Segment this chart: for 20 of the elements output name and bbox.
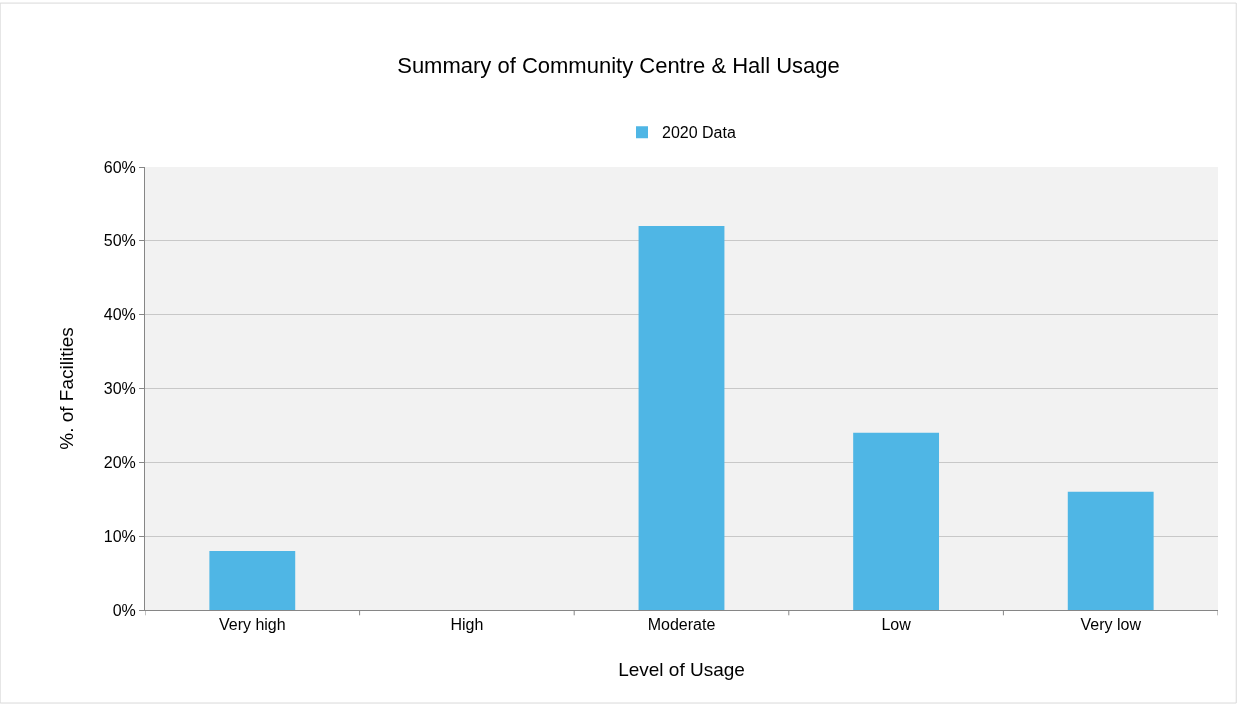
x-tick-label: High	[450, 616, 484, 634]
y-tick-label: 10%	[103, 527, 136, 545]
y-tick-label: 20%	[103, 453, 136, 471]
y-axis-title: %. of Facilities	[55, 327, 77, 450]
legend-label: 2020 Data	[662, 124, 736, 142]
bar	[1067, 491, 1154, 610]
y-tick-label: 50%	[103, 232, 136, 250]
bar	[209, 550, 296, 610]
x-tick-label: Very low	[1080, 616, 1142, 634]
x-tick-label: Low	[881, 616, 912, 634]
x-axis-title: Level of Usage	[618, 659, 745, 680]
y-tick-label: 30%	[103, 380, 136, 398]
y-tick-label: 0%	[112, 601, 136, 619]
bar	[853, 432, 940, 610]
y-tick-label: 60%	[103, 158, 136, 176]
y-tick-label: 40%	[103, 306, 136, 324]
x-tick-label: Moderate	[647, 616, 716, 634]
bar	[638, 226, 725, 610]
chart-title: Summary of Community Centre & Hall Usage	[397, 52, 840, 78]
x-tick-label: Very high	[218, 616, 286, 634]
